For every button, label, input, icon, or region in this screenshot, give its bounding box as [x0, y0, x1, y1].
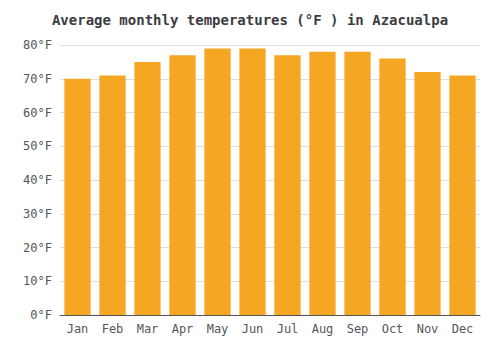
svg-text:Apr: Apr: [172, 322, 194, 336]
svg-text:Jun: Jun: [242, 322, 264, 336]
svg-text:May: May: [207, 322, 229, 336]
svg-text:Dec: Dec: [452, 322, 474, 336]
svg-text:Average monthly temperatures (: Average monthly temperatures (°F ) in Az…: [52, 12, 448, 28]
svg-text:Jul: Jul: [277, 322, 299, 336]
svg-text:10°F: 10°F: [23, 274, 52, 288]
svg-text:0°F: 0°F: [30, 308, 52, 322]
svg-text:Mar: Mar: [137, 322, 159, 336]
svg-text:Nov: Nov: [417, 322, 439, 336]
svg-text:70°F: 70°F: [23, 72, 52, 86]
svg-text:Oct: Oct: [382, 322, 404, 336]
svg-text:Sep: Sep: [347, 322, 369, 336]
svg-text:80°F: 80°F: [23, 38, 52, 52]
svg-text:40°F: 40°F: [23, 173, 52, 187]
svg-text:30°F: 30°F: [23, 207, 52, 221]
svg-text:60°F: 60°F: [23, 106, 52, 120]
svg-text:50°F: 50°F: [23, 139, 52, 153]
svg-text:20°F: 20°F: [23, 241, 52, 255]
svg-text:Feb: Feb: [102, 322, 124, 336]
svg-text:Jan: Jan: [67, 322, 89, 336]
svg-text:Aug: Aug: [312, 322, 334, 336]
